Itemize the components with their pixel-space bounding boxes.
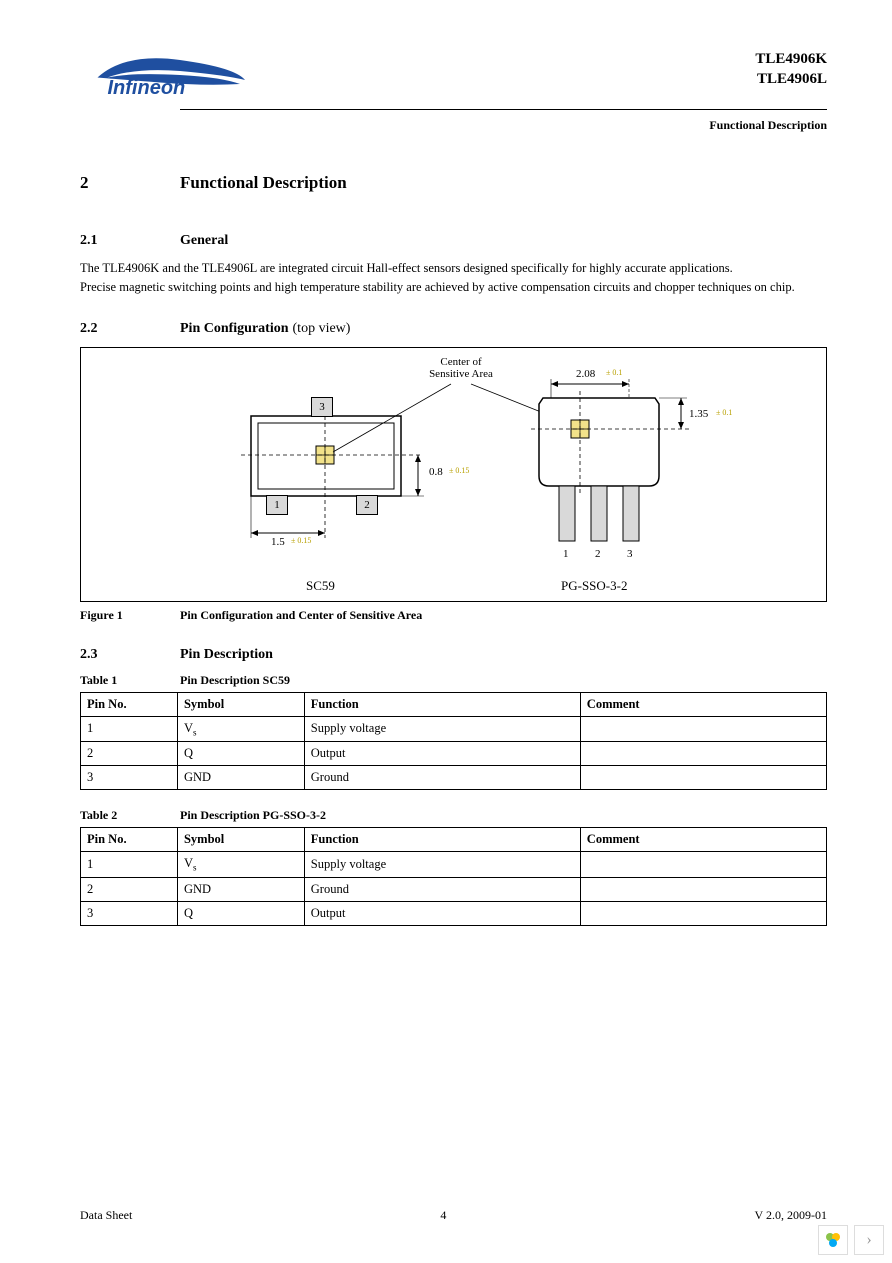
part-number-block: TLE4906K TLE4906L [755, 50, 827, 89]
heading-2-3-num: 2.3 [80, 647, 180, 663]
infineon-logo: Infineon [80, 50, 260, 105]
table-row: Pin No. Symbol Function Comment [81, 692, 827, 716]
table-1-text: Pin Description SC59 [180, 673, 290, 688]
viewer-logo-icon[interactable] [818, 1225, 848, 1255]
sso-tol-v: ± 0.1 [716, 408, 732, 417]
sso-pin-2: 2 [595, 548, 601, 560]
table-row: Pin No. Symbol Function Comment [81, 828, 827, 852]
sc59-dim-h: 1.5 [271, 536, 285, 548]
th-symbol: Symbol [177, 828, 304, 852]
figure-1-text: Pin Configuration and Center of Sensitiv… [180, 608, 422, 623]
para-2-1-a: The TLE4906K and the TLE4906L are integr… [80, 261, 733, 275]
heading-2-2-title: Pin Configuration [180, 321, 289, 337]
page-header: Infineon TLE4906K TLE4906L [80, 50, 827, 105]
th-symbol: Symbol [177, 692, 304, 716]
th-function: Function [304, 692, 580, 716]
sso-pin-3: 3 [627, 548, 633, 560]
footer-page-number: 4 [440, 1208, 446, 1223]
table-row: 2QOutput [81, 742, 827, 766]
next-page-button[interactable]: › [854, 1225, 884, 1255]
heading-2-title: Functional Description [180, 173, 347, 193]
th-function: Function [304, 828, 580, 852]
heading-2-1-title: General [180, 233, 228, 249]
table-2: Pin No. Symbol Function Comment 1VsSuppl… [80, 827, 827, 926]
heading-2-3-title: Pin Description [180, 647, 273, 663]
table-1-caption: Table 1 Pin Description SC59 [80, 673, 827, 688]
table-1: Pin No. Symbol Function Comment 1VsSuppl… [80, 692, 827, 791]
heading-2-1: 2.1 General [80, 233, 827, 249]
viewer-corner-widget: › [818, 1225, 884, 1255]
sc59-tol-h: ± 0.15 [291, 536, 311, 545]
th-pin: Pin No. [81, 828, 178, 852]
figure-1-num: Figure 1 [80, 608, 180, 623]
td-symbol: Vs [177, 852, 304, 878]
sso-label: PG-SSO-3-2 [561, 578, 627, 594]
sso-dim-v: 1.35 [689, 408, 708, 420]
table-row: 1VsSupply voltage [81, 716, 827, 742]
heading-2-3: 2.3 Pin Description [80, 647, 827, 663]
figure-1-box: Center ofSensitive Area 3 1 [80, 347, 827, 602]
logo-text: Infineon [108, 77, 186, 99]
th-pin: Pin No. [81, 692, 178, 716]
sc59-pin-3: 3 [311, 397, 333, 417]
table-2-text: Pin Description PG-SSO-3-2 [180, 808, 326, 823]
sso-tol-h: ± 0.1 [606, 368, 622, 377]
heading-2-2-num: 2.2 [80, 321, 180, 337]
heading-2: 2 Functional Description [80, 173, 827, 193]
table-row: 1VsSupply voltage [81, 852, 827, 878]
center-sensitive-label: Center ofSensitive Area [411, 356, 511, 380]
part-number-1: TLE4906K [755, 50, 827, 70]
table-row: 3GNDGround [81, 766, 827, 790]
footer-right: V 2.0, 2009-01 [755, 1208, 827, 1223]
table-2-caption: Table 2 Pin Description PG-SSO-3-2 [80, 808, 827, 823]
heading-2-2-suffix: (top view) [293, 321, 351, 337]
page-footer: Data Sheet 4 V 2.0, 2009-01 [80, 1208, 827, 1223]
figure-1-caption: Figure 1 Pin Configuration and Center of… [80, 608, 827, 623]
running-section-label: Functional Description [80, 118, 827, 133]
th-comment: Comment [580, 828, 826, 852]
table-row: 3QOutput [81, 901, 827, 925]
section-2-1-body: The TLE4906K and the TLE4906L are integr… [80, 259, 827, 297]
sso-pin-1: 1 [563, 548, 569, 560]
sc59-pin-1: 1 [266, 495, 288, 515]
footer-left: Data Sheet [80, 1208, 132, 1223]
sc59-diagram [226, 398, 426, 563]
table-2-num: Table 2 [80, 808, 180, 823]
heading-2-2: 2.2 Pin Configuration (top view) [80, 321, 827, 337]
heading-2-1-num: 2.1 [80, 233, 180, 249]
sso-diagram [521, 376, 721, 576]
td-symbol: Vs [177, 716, 304, 742]
part-number-2: TLE4906L [755, 70, 827, 90]
table-1-num: Table 1 [80, 673, 180, 688]
sc59-tol-v: ± 0.15 [449, 466, 469, 475]
table-row: 2GNDGround [81, 877, 827, 901]
th-comment: Comment [580, 692, 826, 716]
sc59-label: SC59 [306, 578, 335, 594]
heading-2-num: 2 [80, 173, 180, 193]
header-rule [180, 109, 827, 110]
para-2-1-b: Precise magnetic switching points and hi… [80, 280, 795, 294]
sc59-dim-v: 0.8 [429, 466, 443, 478]
sc59-pin-2: 2 [356, 495, 378, 515]
sso-dim-h: 2.08 [576, 368, 595, 380]
